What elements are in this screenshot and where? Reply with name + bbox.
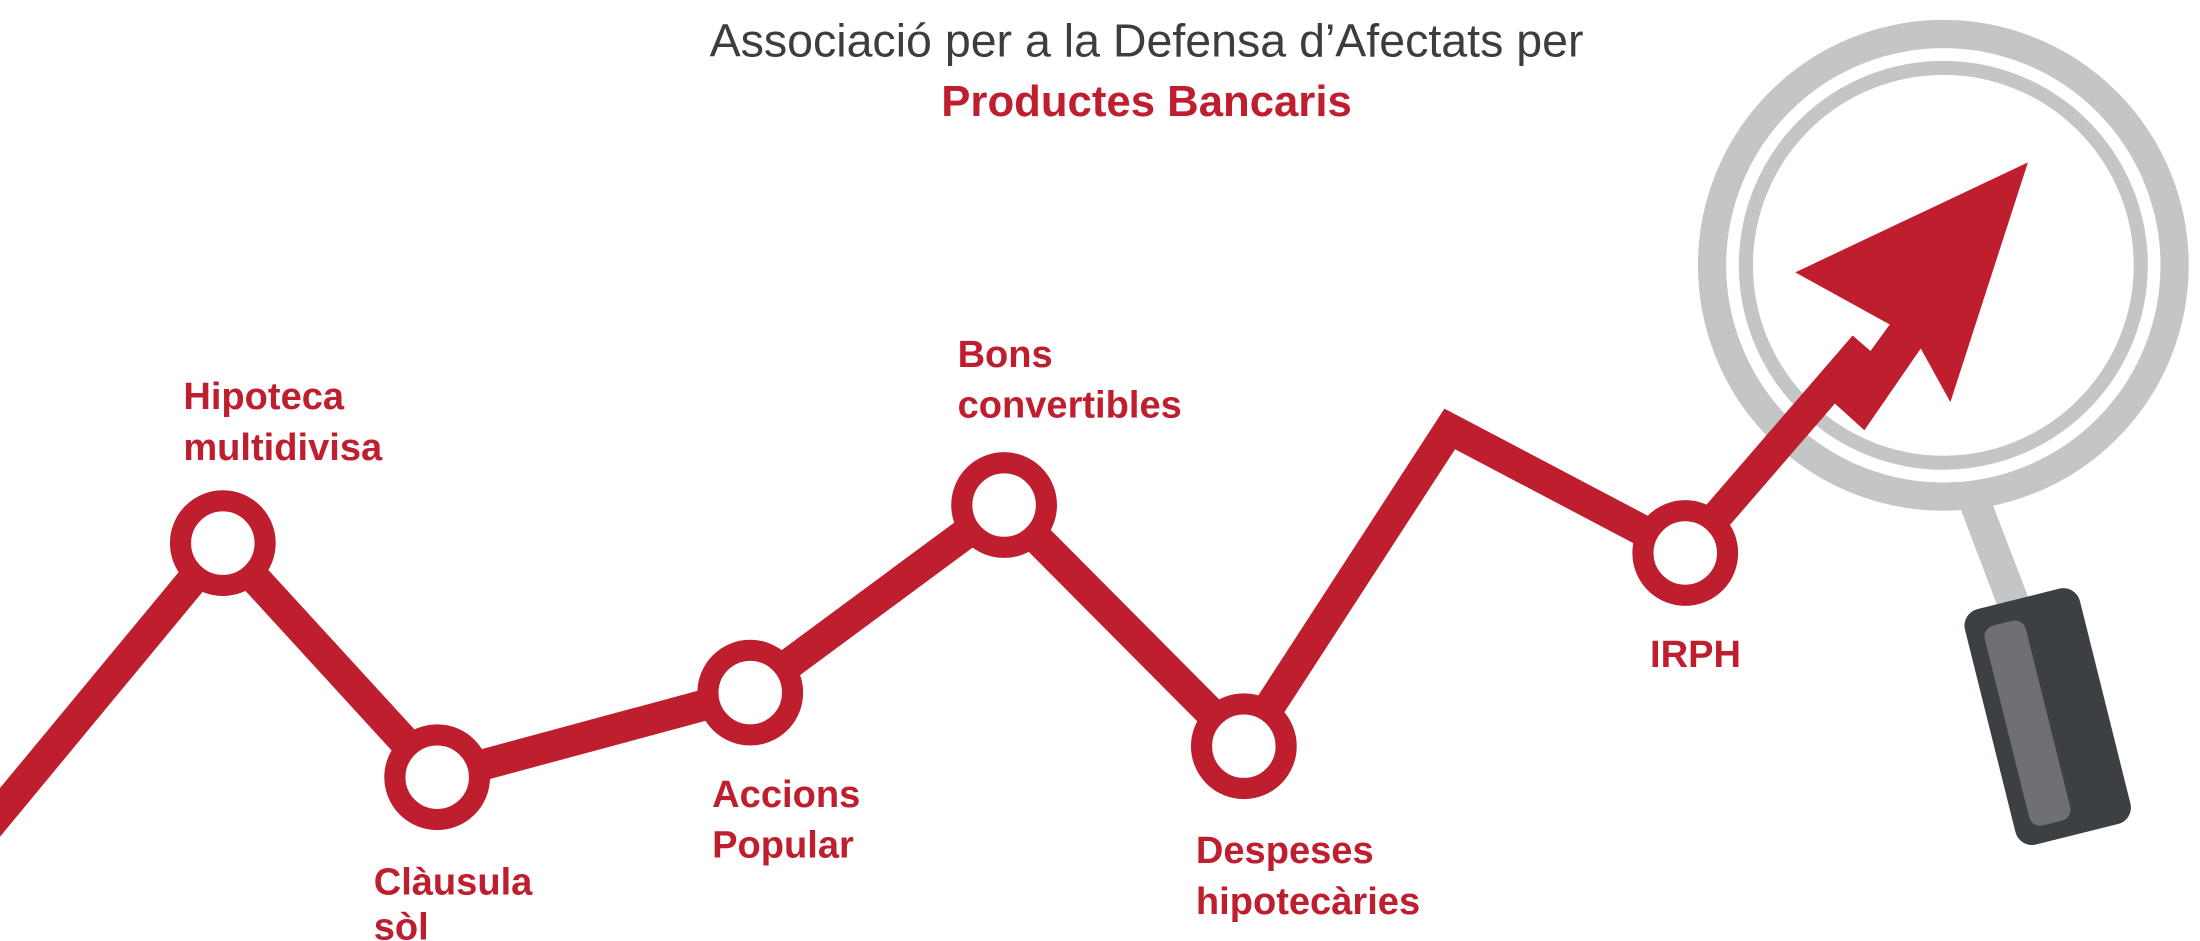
node-label: Popular: [712, 825, 854, 867]
node-label: convertibles: [958, 385, 1182, 427]
node-label: Clàusula: [374, 861, 533, 903]
header-line1: Associació per a la Defensa d’Afectats p…: [710, 15, 1584, 67]
node-marker: [1643, 511, 1728, 596]
node-marker: [962, 463, 1047, 548]
node-marker: [708, 650, 793, 735]
node-label: Accions: [712, 774, 860, 816]
node-label: Despeses: [1196, 830, 1374, 872]
header-line2: Productes Bancaris: [941, 77, 1352, 126]
node-label: IRPH: [1650, 634, 1741, 676]
node-label: multidivisa: [183, 427, 383, 469]
infographic: Associació per a la Defensa d’Afectats p…: [0, 0, 2200, 941]
node-label: Bons: [958, 334, 1053, 376]
node-marker: [1202, 704, 1287, 789]
node-marker: [181, 501, 266, 586]
node-marker: [395, 735, 480, 820]
node-label: hipotecàries: [1196, 881, 1420, 923]
node-label: Hipoteca: [183, 376, 345, 418]
node-label: sòl: [374, 906, 429, 941]
